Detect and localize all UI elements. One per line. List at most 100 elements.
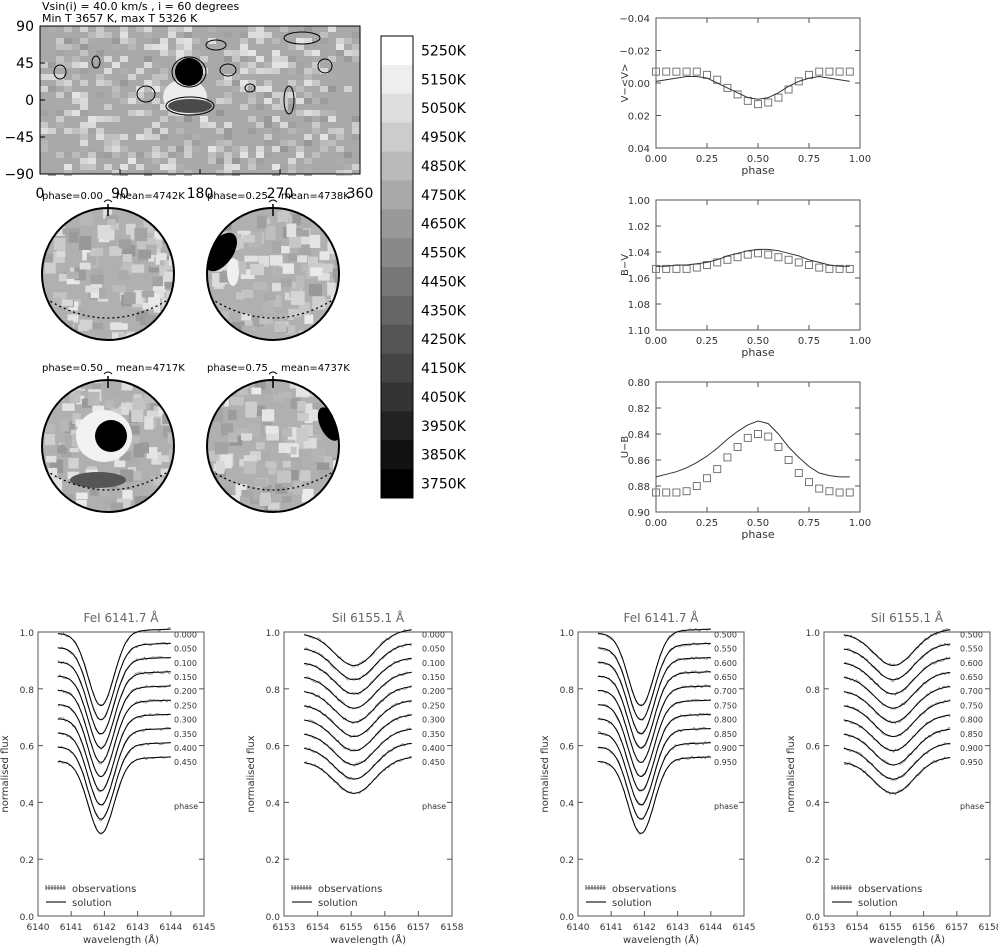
sphere-patch: [215, 211, 226, 220]
sphere-patch: [44, 395, 55, 405]
map-cell: [320, 110, 328, 116]
map-y-tick-label: −45: [4, 130, 34, 146]
light-curve-panel: 0.80 0.82 0.84 0.86 0.88 0.900.00 0.25 0.50 0.75…: [620, 378, 871, 541]
sphere-patch: [241, 325, 254, 339]
sphere-patch: [325, 224, 338, 236]
sphere-patch: [141, 291, 155, 298]
observation-point: [733, 443, 742, 451]
map-cell: [272, 170, 280, 176]
map-cell: [64, 38, 72, 44]
sphere-patch: [157, 383, 171, 393]
map-cell: [224, 164, 232, 170]
map-cell: [88, 152, 96, 158]
y-tick-label: 0.82: [628, 404, 650, 415]
sphere-patch: [207, 212, 218, 222]
y-tick-label: 0.0: [266, 913, 281, 923]
legend-solution-label: solution: [612, 898, 652, 909]
sphere-bright-region: [227, 258, 239, 286]
map-cell: [312, 80, 320, 86]
sphere-surface: [207, 208, 339, 340]
map-cell: [336, 56, 344, 62]
sphere-patch: [43, 253, 53, 265]
observation-point: [805, 478, 813, 487]
sphere-patch: [66, 271, 79, 279]
map-cell: [176, 116, 184, 122]
colorbar-label: 5050K: [421, 101, 467, 117]
map-cell: [128, 110, 136, 116]
colorbar-label: 4750K: [421, 188, 467, 204]
x-tick-label: 6144: [699, 923, 722, 933]
sphere-patch: [241, 489, 253, 497]
map-cell: [160, 104, 168, 110]
sphere-patch: [72, 413, 81, 425]
map-cell: [104, 134, 112, 140]
y-tick-label: 0.80: [628, 378, 650, 389]
y-tick-label: 0.8: [560, 686, 575, 696]
observed-profile: [57, 726, 171, 806]
colorbar-step: [381, 64, 413, 95]
map-x-tick-label: 90: [111, 186, 129, 202]
sphere-patch: [164, 275, 174, 290]
observed-profile: [843, 642, 951, 682]
map-cell: [280, 164, 288, 170]
map-title-line1: Vsin(i) = 40.0 km/s , i = 60 degrees: [42, 0, 239, 13]
y-tick-label: 0.4: [20, 799, 35, 809]
map-cell: [120, 134, 128, 140]
observation-point: [703, 474, 711, 483]
sphere-panel: phase=0.25 mean=4738K: [206, 191, 350, 341]
sphere-patch: [324, 501, 339, 512]
colorbar-step: [381, 382, 413, 412]
x-axis-label: phase: [741, 528, 774, 541]
map-cell: [248, 50, 256, 56]
map-cell: [280, 62, 288, 68]
sphere-patch: [121, 380, 133, 391]
temperature-colorbar: 5250K 5150K 5050K 4950K 4850K 4750K 4650K 4550K…: [380, 35, 467, 499]
map-cell: [40, 140, 48, 146]
map-cell: [160, 50, 168, 56]
map-cell: [88, 122, 96, 128]
phase-label: 0.000: [422, 630, 445, 639]
map-cell: [112, 44, 120, 50]
sphere-patch: [288, 308, 302, 321]
sphere-patch: [157, 455, 170, 463]
sphere-patch: [62, 403, 75, 411]
sphere-patch: [146, 410, 161, 417]
map-cell: [296, 80, 304, 86]
map-cell: [200, 56, 208, 62]
x-tick-label: 6154: [306, 923, 329, 933]
map-cell: [272, 146, 280, 152]
sphere-patch: [235, 484, 247, 496]
map-cell: [72, 62, 80, 68]
observation-point: [754, 249, 762, 258]
observation-point: [815, 263, 824, 272]
phase-label: 0.800: [714, 716, 737, 725]
colorbar-step: [381, 151, 413, 181]
sphere-patch: [129, 471, 142, 480]
solution-profile: [57, 642, 171, 721]
phase-label: 0.350: [174, 730, 197, 739]
sphere-dark-spot: [95, 420, 127, 452]
map-cell: [56, 98, 64, 104]
colorbar-label: 3850K: [421, 448, 467, 464]
sphere-patch: [160, 468, 170, 476]
y-tick-label: 1.0: [20, 629, 35, 639]
map-cell: [112, 152, 120, 158]
sphere-patch: [337, 249, 339, 258]
sphere-patch: [231, 418, 243, 428]
solution-line: [655, 75, 850, 100]
solution-profile: [57, 685, 171, 763]
map-cell: [208, 122, 216, 128]
map-cell: [168, 158, 176, 164]
map-cell: [224, 134, 232, 140]
sphere-patch: [162, 491, 173, 503]
map-cell: [112, 86, 120, 92]
map-cell: [352, 56, 360, 62]
map-cell: [136, 158, 144, 164]
map-cell: [104, 32, 112, 38]
sphere-patch: [227, 410, 237, 421]
map-cell: [296, 44, 304, 50]
map-cell: [160, 152, 168, 158]
observation-point: [682, 264, 691, 273]
map-cell: [240, 50, 248, 56]
observation-point: [662, 67, 671, 76]
